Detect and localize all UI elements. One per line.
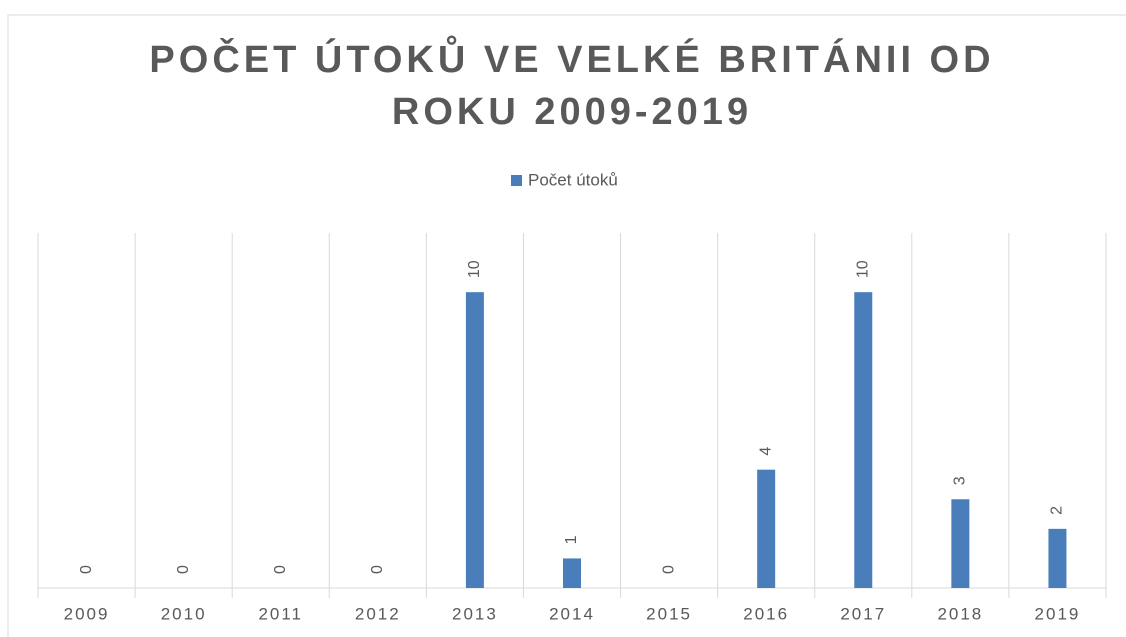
bar	[854, 292, 873, 588]
data-label: 0	[369, 565, 386, 574]
bar	[1048, 528, 1067, 588]
bar	[757, 469, 776, 588]
data-label: 0	[78, 565, 95, 574]
data-label: 2	[1049, 506, 1066, 515]
chart-title: POČET ÚTOKŮ VE VELKÉ BRITÁNII OD	[149, 34, 994, 81]
x-tick-label: 2013	[452, 604, 498, 623]
data-label: 0	[272, 565, 289, 574]
x-tick-label: 2016	[743, 604, 789, 623]
data-label: 1	[563, 535, 580, 544]
data-label: 0	[175, 565, 192, 574]
bar	[465, 292, 484, 588]
data-label: 4	[757, 447, 774, 456]
data-label: 10	[854, 260, 871, 278]
x-tick-label: 2010	[161, 604, 207, 623]
x-tick-label: 2012	[355, 604, 401, 623]
x-tick-label: 2011	[258, 604, 303, 623]
x-tick-label: 2015	[646, 604, 692, 623]
bar	[951, 499, 970, 588]
x-tick-label: 2018	[937, 604, 983, 623]
chart-border	[7, 14, 1126, 637]
legend-label: Počet útoků	[528, 170, 618, 189]
legend-swatch	[511, 175, 522, 186]
bar	[563, 558, 581, 588]
x-tick-label: 2009	[64, 604, 110, 623]
data-label: 0	[660, 565, 677, 574]
data-label: 10	[466, 260, 483, 278]
x-tick-label: 2017	[840, 604, 886, 623]
x-tick-label: 2014	[549, 604, 595, 623]
chart-title: ROKU 2009-2019	[392, 91, 752, 133]
x-tick-label: 2019	[1035, 604, 1081, 623]
data-label: 3	[952, 476, 969, 485]
